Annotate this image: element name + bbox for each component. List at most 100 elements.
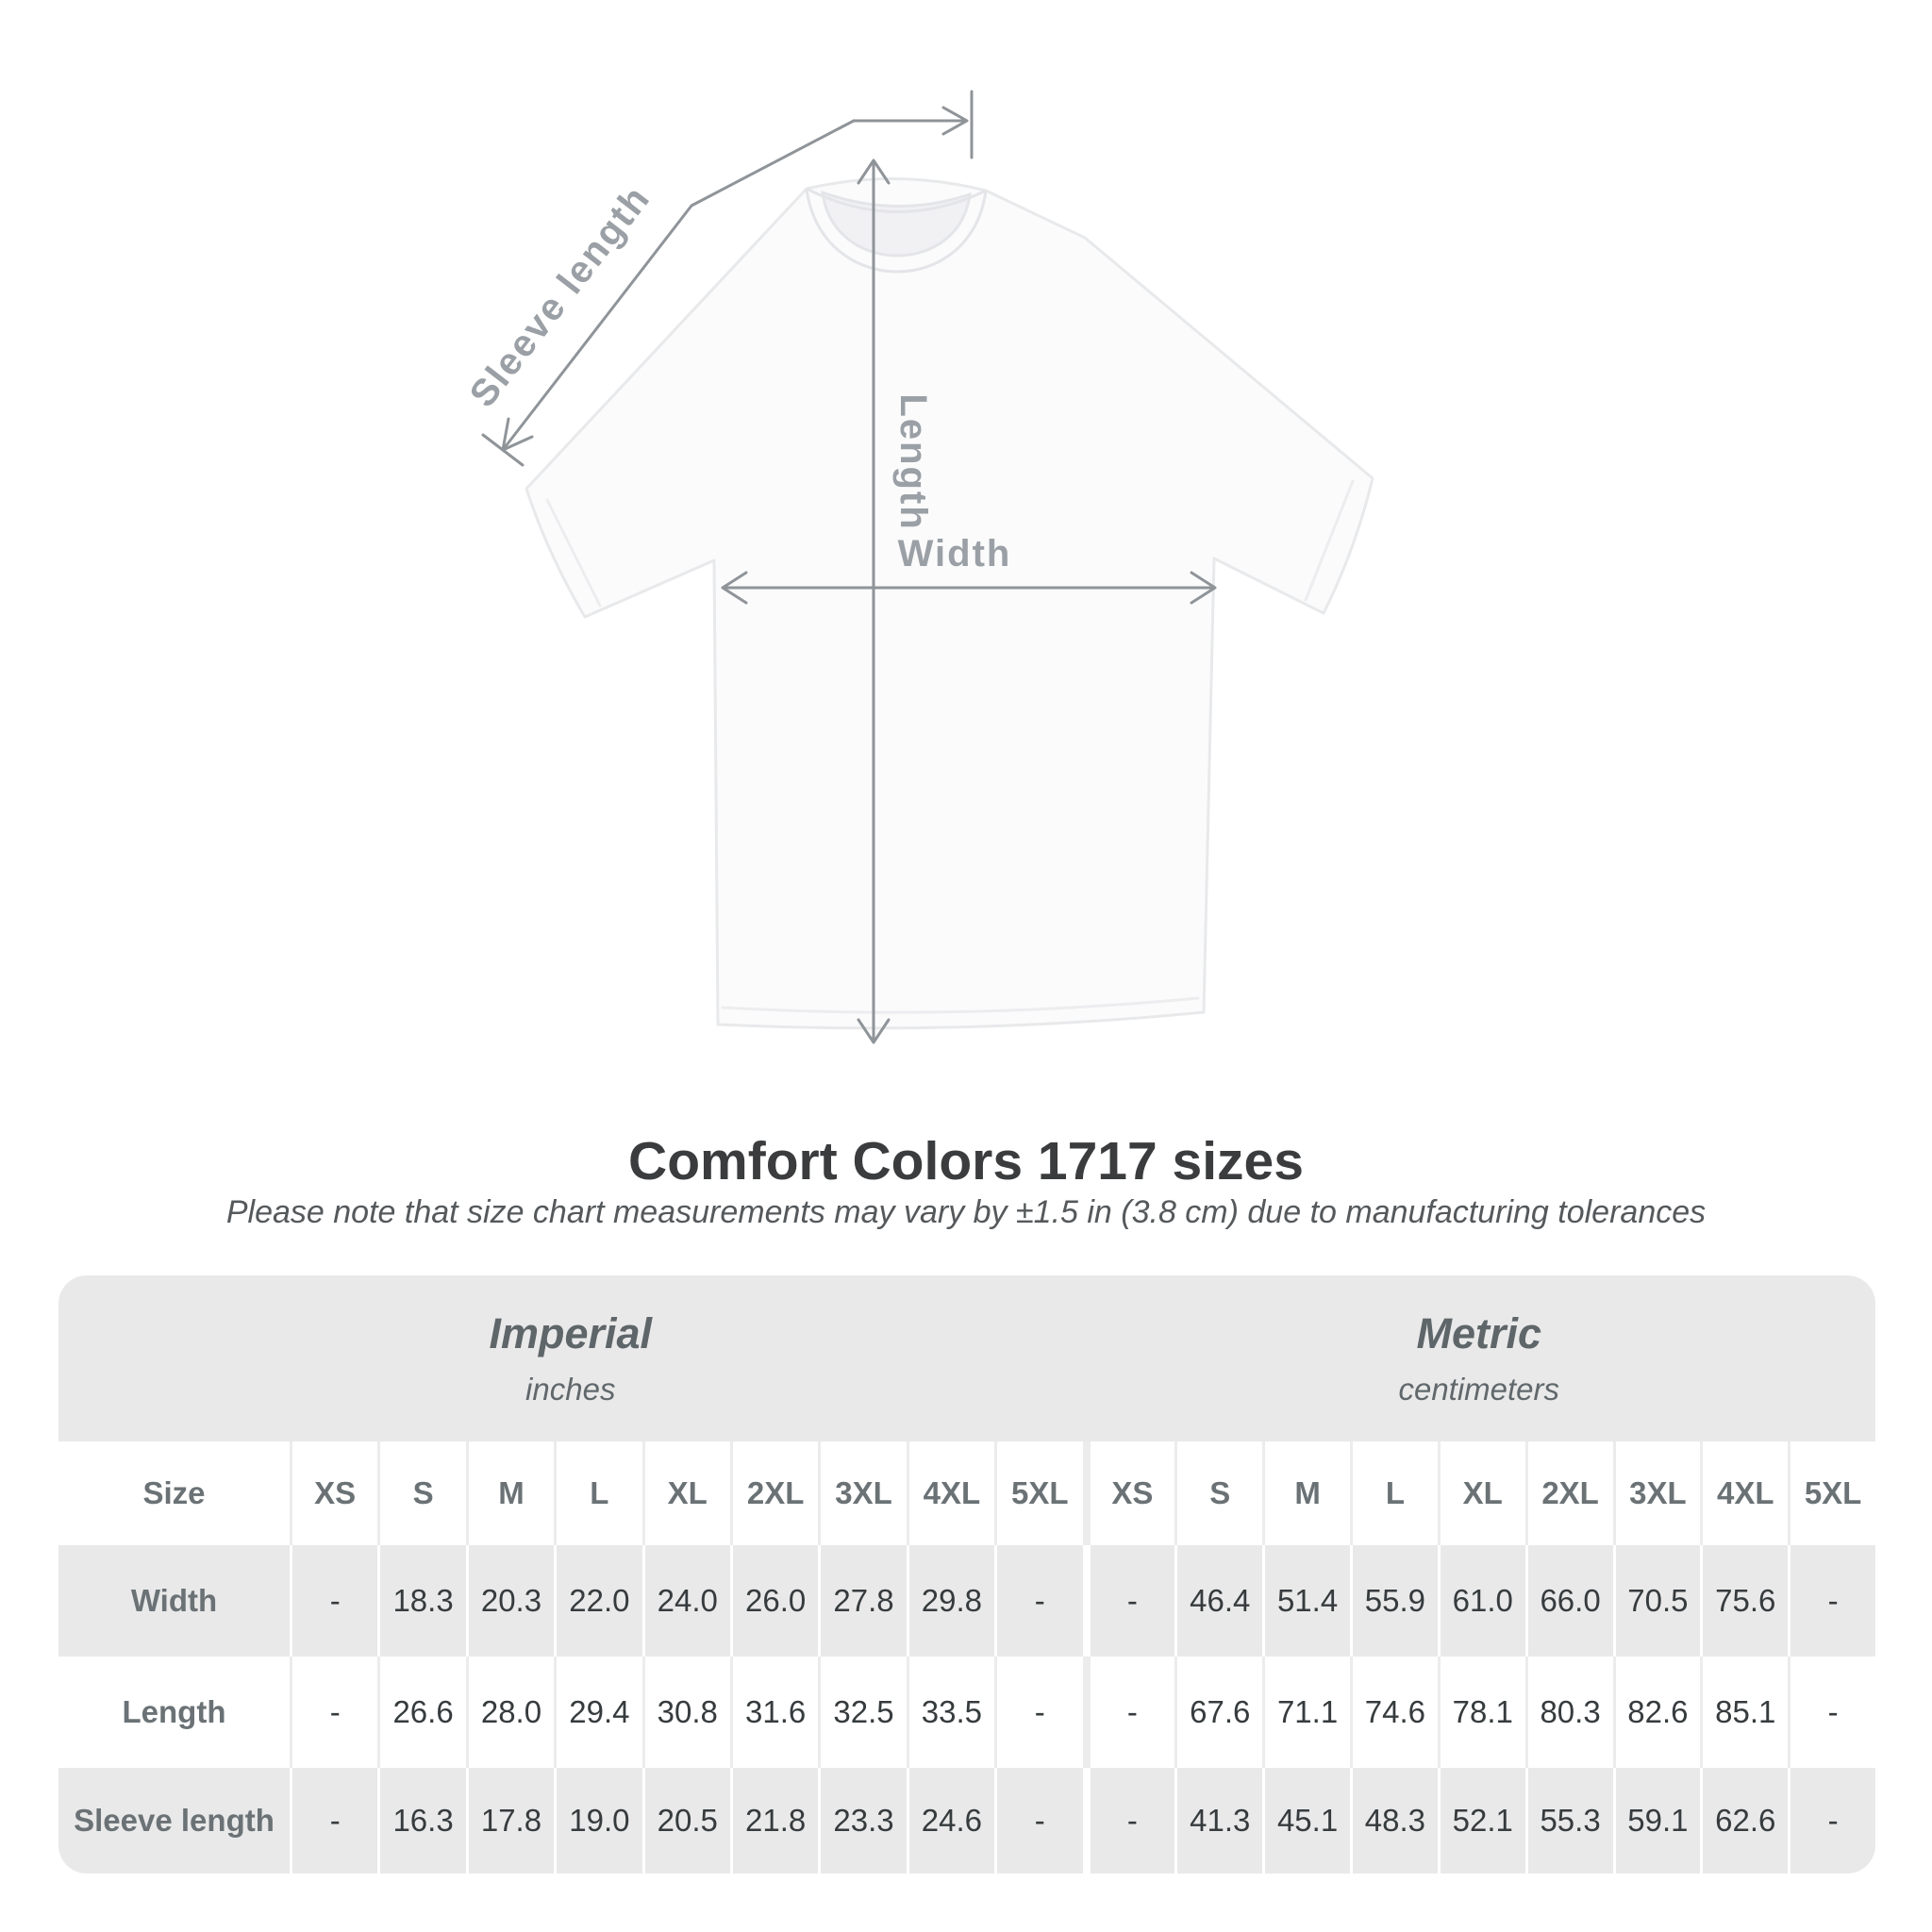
table-cell: 59.1 bbox=[1612, 1768, 1701, 1874]
table-cell: 18.3 bbox=[377, 1545, 465, 1657]
table-cell: 66.0 bbox=[1524, 1545, 1613, 1657]
page-title: Comfort Colors 1717 sizes bbox=[628, 1131, 1304, 1191]
table-cell: 3XL bbox=[1612, 1441, 1701, 1545]
table-cell: 46.4 bbox=[1174, 1545, 1262, 1657]
width-metric-cells: -46.4 51.4 55.9 61.0 66.0 70.5 75.6- bbox=[1082, 1545, 1876, 1657]
length-imperial-cells: -26.6 28.0 29.4 30.8 31.6 32.5 33.5- bbox=[290, 1657, 1083, 1768]
table-cell: S bbox=[1174, 1441, 1262, 1545]
width-dimension: Width bbox=[721, 533, 1217, 605]
table-cell: 78.1 bbox=[1437, 1657, 1525, 1768]
table-cell: S bbox=[377, 1441, 465, 1545]
length-up-arrow-icon bbox=[857, 158, 891, 185]
table-cell: 45.1 bbox=[1262, 1768, 1350, 1874]
table-cell: - bbox=[1087, 1545, 1175, 1657]
table-cell: 20.3 bbox=[465, 1545, 554, 1657]
table-cell: 26.6 bbox=[377, 1657, 465, 1768]
table-cell: - bbox=[994, 1768, 1082, 1874]
table-cell: 52.1 bbox=[1437, 1768, 1525, 1874]
table-cell: XS bbox=[290, 1441, 377, 1545]
table-cell: 17.8 bbox=[465, 1768, 554, 1874]
table-cell: L bbox=[554, 1441, 641, 1545]
width-imperial-cells: -18.3 20.3 22.0 24.0 26.0 27.8 29.8- bbox=[290, 1545, 1083, 1657]
unit-header-band: Imperial inches Metric centimeters bbox=[58, 1275, 1875, 1441]
table-cell: 62.6 bbox=[1700, 1768, 1788, 1874]
table-cell: - bbox=[290, 1768, 377, 1874]
table-cell: 26.0 bbox=[729, 1545, 818, 1657]
table-cell: 67.6 bbox=[1174, 1657, 1262, 1768]
sleeve-imperial-cells: -16.3 17.8 19.0 20.5 21.8 23.3 24.6- bbox=[290, 1768, 1083, 1874]
table-cell: - bbox=[1087, 1657, 1175, 1768]
table-cell: 41.3 bbox=[1174, 1768, 1262, 1874]
length-label: Length bbox=[892, 393, 934, 530]
length-dimension: Length bbox=[857, 158, 934, 1044]
width-left-arrow-icon bbox=[721, 571, 748, 605]
table-cell: 82.6 bbox=[1612, 1657, 1701, 1768]
imperial-size-cells: XS S M L XL 2XL 3XL 4XL 5XL bbox=[290, 1441, 1083, 1545]
metric-label: Metric bbox=[1416, 1309, 1542, 1357]
table-cell: 16.3 bbox=[377, 1768, 465, 1874]
table-cell: 24.0 bbox=[641, 1545, 730, 1657]
table-cell: - bbox=[1788, 1657, 1875, 1768]
table-cell: - bbox=[1087, 1768, 1175, 1874]
table-cell: M bbox=[1262, 1441, 1350, 1545]
sleeve-length-row-label: Sleeve length bbox=[74, 1803, 275, 1838]
length-down-arrow-icon bbox=[857, 1018, 891, 1044]
width-row: Width -18.3 20.3 22.0 24.0 26.0 27.8 29.8- -46… bbox=[58, 1545, 1875, 1657]
metric-unit: centimeters bbox=[1398, 1372, 1560, 1407]
table-cell: 27.8 bbox=[818, 1545, 906, 1657]
sleeve-length-diagonal-line bbox=[501, 119, 856, 452]
table-cell: 48.3 bbox=[1350, 1768, 1438, 1874]
table-cell: 19.0 bbox=[554, 1768, 641, 1874]
table-cell: 4XL bbox=[1700, 1441, 1788, 1545]
table-cell: - bbox=[1788, 1768, 1875, 1874]
table-cell: - bbox=[1788, 1545, 1875, 1657]
sleeve-length-row: Sleeve length -16.3 17.8 19.0 20.5 21.8 23.3 2… bbox=[58, 1768, 1875, 1874]
imperial-header: Imperial inches bbox=[58, 1275, 1083, 1441]
table-cell: 30.8 bbox=[641, 1657, 730, 1768]
collar-back-seam bbox=[806, 187, 987, 213]
table-cell: 75.6 bbox=[1700, 1545, 1788, 1657]
table-cell: 5XL bbox=[994, 1441, 1082, 1545]
tshirt-measurement-diagram: Sleeve length Length Width bbox=[462, 90, 1374, 1044]
table-cell: XL bbox=[641, 1441, 730, 1545]
sleeve-length-end-tick bbox=[481, 433, 525, 467]
length-row-label: Length bbox=[122, 1694, 226, 1729]
table-cell: L bbox=[1350, 1441, 1438, 1545]
table-cell: 21.8 bbox=[729, 1768, 818, 1874]
size-column-header: Size bbox=[142, 1475, 206, 1510]
table-cell: 4XL bbox=[906, 1441, 994, 1545]
table-cell: 71.1 bbox=[1262, 1657, 1350, 1768]
length-metric-cells: -67.6 71.1 74.6 78.1 80.3 82.6 85.1- bbox=[1082, 1657, 1876, 1768]
table-cell: 61.0 bbox=[1437, 1545, 1525, 1657]
table-cell: 24.6 bbox=[906, 1768, 994, 1874]
table-cell: 5XL bbox=[1788, 1441, 1875, 1545]
table-cell: 80.3 bbox=[1524, 1657, 1613, 1768]
table-cell: 74.6 bbox=[1350, 1657, 1438, 1768]
table-cell: 55.3 bbox=[1524, 1768, 1613, 1874]
table-cell: 31.6 bbox=[729, 1657, 818, 1768]
table-cell: 29.8 bbox=[906, 1545, 994, 1657]
width-right-arrow-icon bbox=[1190, 571, 1217, 605]
right-sleeve-hem bbox=[1304, 479, 1355, 602]
table-cell: - bbox=[994, 1545, 1082, 1657]
imperial-unit: inches bbox=[525, 1372, 616, 1407]
table-cell: 29.4 bbox=[554, 1657, 641, 1768]
size-header-row: Size XS S M L XL 2XL 3XL 4XL 5XL XS S M L XL 2XL 3XL 4X… bbox=[58, 1441, 1875, 1545]
table-cell: 3XL bbox=[818, 1441, 906, 1545]
table-cell: XS bbox=[1087, 1441, 1175, 1545]
width-label: Width bbox=[898, 533, 1012, 575]
sleeve-metric-cells: -41.3 45.1 48.3 52.1 55.3 59.1 62.6- bbox=[1082, 1768, 1876, 1874]
table-cell: 55.9 bbox=[1350, 1545, 1438, 1657]
table-cell: 32.5 bbox=[818, 1657, 906, 1768]
table-cell: - bbox=[290, 1657, 377, 1768]
hem-stitch bbox=[721, 996, 1200, 1014]
table-cell: 20.5 bbox=[641, 1768, 730, 1874]
table-cell: 23.3 bbox=[818, 1768, 906, 1874]
table-cell: 33.5 bbox=[906, 1657, 994, 1768]
sleeve-length-right-arrow-icon bbox=[941, 106, 969, 136]
tshirt-illustration bbox=[525, 177, 1374, 1030]
tolerance-note: Please note that size chart measurements… bbox=[225, 1194, 1707, 1230]
table-cell: 70.5 bbox=[1612, 1545, 1701, 1657]
size-table: Imperial inches Metric centimeters Size … bbox=[58, 1275, 1875, 1874]
